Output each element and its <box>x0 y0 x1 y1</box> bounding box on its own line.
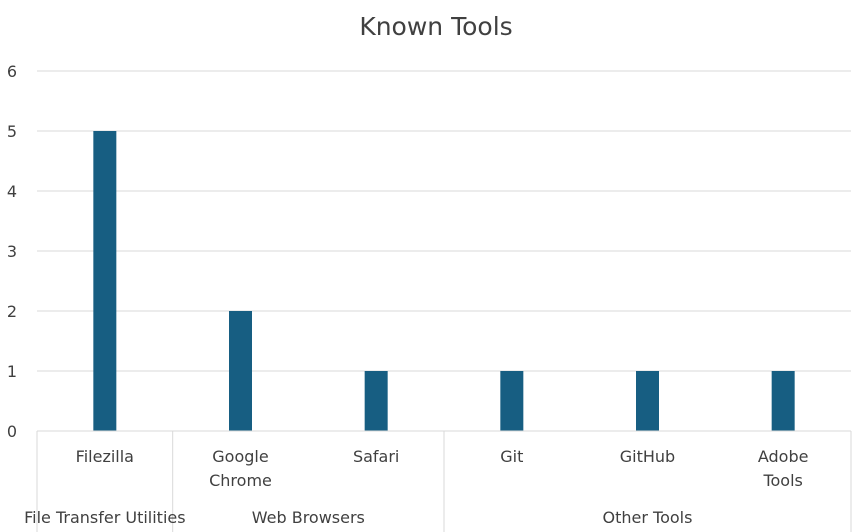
y-tick-label-0: 0 <box>7 422 17 441</box>
category-labels: Filezilla Google Chrome Safari Git GitHub Adob… <box>76 447 809 490</box>
category-label-safari: Safari <box>353 447 399 466</box>
bar-filezilla <box>93 131 117 431</box>
y-tick-label-2: 2 <box>7 302 17 321</box>
y-tick-label-5: 5 <box>7 122 17 141</box>
category-label-git: Git <box>500 447 523 466</box>
bars <box>93 131 795 431</box>
y-tick-label-1: 1 <box>7 362 17 381</box>
category-label-filezilla: Filezilla <box>76 447 134 466</box>
group-label-2: Other Tools <box>603 508 693 527</box>
y-axis-tick-labels: 0 1 2 3 4 5 6 <box>7 62 17 441</box>
bar-safari <box>364 371 388 431</box>
bar-git <box>500 371 524 431</box>
chart-title: Known Tools <box>359 12 512 41</box>
y-tick-label-6: 6 <box>7 62 17 81</box>
gridlines <box>37 70 851 372</box>
category-label-google-chrome: Google Chrome <box>209 447 272 490</box>
group-labels: File Transfer Utilities Web Browsers Other… <box>24 508 692 527</box>
group-label-0: File Transfer Utilities <box>24 508 186 527</box>
bar-google-chrome <box>229 311 252 431</box>
category-label-github: GitHub <box>620 447 675 466</box>
x-axis <box>36 430 852 532</box>
bar-adobe-tools <box>771 371 795 431</box>
y-tick-label-3: 3 <box>7 242 17 261</box>
y-tick-label-4: 4 <box>7 182 17 201</box>
category-label-adobe-tools: Adobe Tools <box>758 447 809 490</box>
bar-github <box>636 371 659 431</box>
group-label-1: Web Browsers <box>252 508 365 527</box>
